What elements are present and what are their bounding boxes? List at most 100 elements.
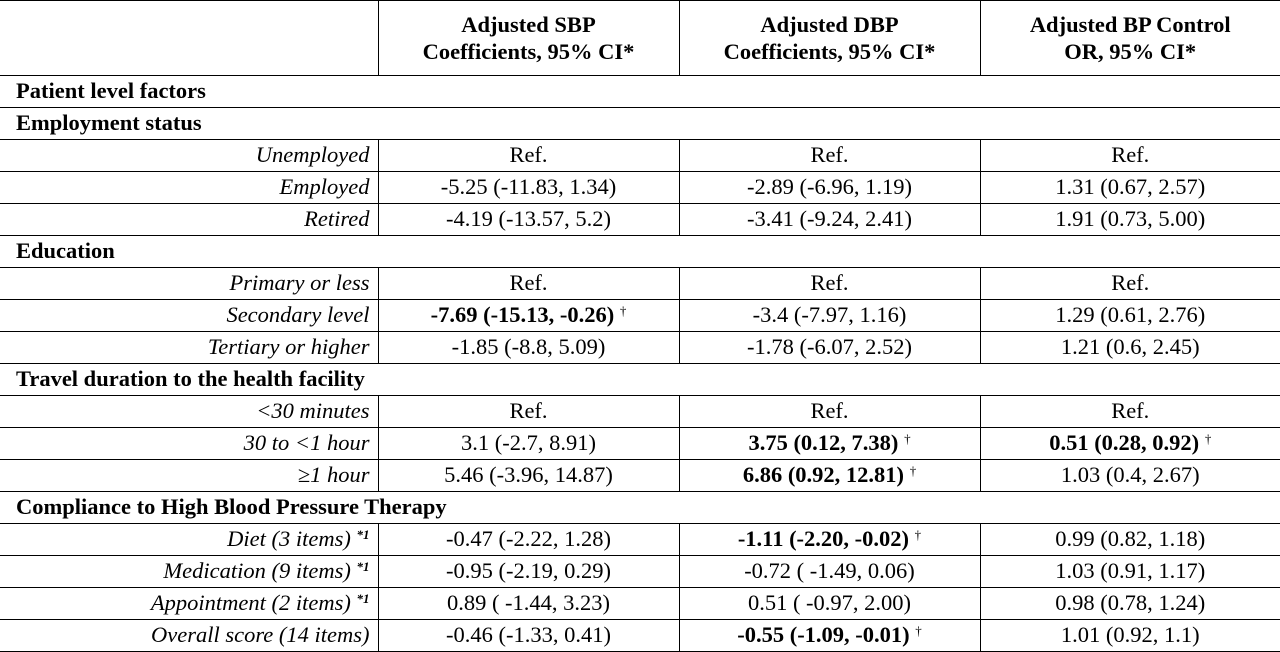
sbp-value: 3.1 (-2.7, 8.91) [461, 430, 596, 456]
footnote-marker: *1 [356, 559, 370, 575]
dbp-value-cell: -3.4 (-7.97, 1.16) [678, 299, 980, 332]
table-row: Unemployed Ref. Ref. Ref. [0, 139, 1280, 172]
sbp-value-cell: -7.69 (-15.13, -0.26) † [377, 299, 679, 332]
dbp-value-cell: 3.75 (0.12, 7.38) † [678, 427, 980, 460]
sbp-value: Ref. [509, 142, 548, 168]
dbp-value-cell: Ref. [678, 395, 980, 428]
dbp-value-cell: Ref. [678, 267, 980, 300]
section-row: Patient level factors [0, 75, 1280, 108]
dbp-value: 3.75 (0.12, 7.38) [748, 430, 899, 456]
row-label: Unemployed [0, 139, 378, 172]
row-label: Appointment (2 items) *1 [0, 587, 378, 620]
row-label-text: Primary or less [229, 270, 370, 296]
row-label: Retired [0, 203, 378, 236]
table-row: Secondary level -7.69 (-15.13, -0.26) † -3… [0, 299, 1280, 332]
header-or-line2: OR, 95% CI* [1064, 39, 1197, 64]
row-label-text: Retired [304, 206, 370, 232]
header-dbp: Adjusted DBP Coefficients, 95% CI* [678, 0, 980, 76]
row-label-text: Diet (3 items) [227, 526, 357, 552]
dbp-value-cell: 0.51 ( -0.97, 2.00) [678, 587, 980, 620]
table-row: Employed -5.25 (-11.83, 1.34) -2.89 (-6.96… [0, 171, 1280, 204]
row-label-text: ≥1 hour [297, 462, 370, 488]
table-row: 30 to <1 hour 3.1 (-2.7, 8.91) 3.75 (0.12,… [0, 427, 1280, 460]
row-label-text: Overall score (14 items) [151, 622, 370, 648]
header-sbp-line2: Coefficients, 95% CI* [422, 39, 635, 64]
dbp-value: -3.41 (-9.24, 2.41) [747, 206, 912, 232]
sbp-value: -1.85 (-8.8, 5.09) [451, 334, 606, 360]
or-value: 0.51 (0.28, 0.92) [1049, 430, 1200, 456]
sbp-value-cell: -1.85 (-8.8, 5.09) [377, 331, 679, 364]
or-value: 1.91 (0.73, 5.00) [1055, 206, 1206, 232]
or-value: 1.03 (0.4, 2.67) [1060, 462, 1200, 488]
significance-dagger: † [909, 463, 917, 479]
or-value-cell: 0.99 (0.82, 1.18) [979, 523, 1280, 556]
significance-dagger: † [904, 431, 911, 447]
or-value-cell: 1.31 (0.67, 2.57) [979, 171, 1280, 204]
or-value-cell: 1.01 (0.92, 1.1) [979, 619, 1280, 652]
row-label: Primary or less [0, 267, 378, 300]
or-value-cell: Ref. [979, 139, 1280, 172]
sbp-value: -4.19 (-13.57, 5.2) [446, 206, 611, 232]
or-value-cell: 1.21 (0.6, 2.45) [979, 331, 1280, 364]
table-row: Medication (9 items) *1 -0.95 (-2.19, 0.2… [0, 555, 1280, 588]
or-value: 0.98 (0.78, 1.24) [1055, 590, 1206, 616]
sbp-value-cell: 0.89 ( -1.44, 3.23) [377, 587, 679, 620]
section-heading: Patient level factors [0, 75, 1280, 108]
dbp-value: -1.78 (-6.07, 2.52) [747, 334, 912, 360]
row-label: <30 minutes [0, 395, 378, 428]
section-row: Employment status [0, 107, 1280, 140]
or-value: 1.03 (0.91, 1.17) [1055, 558, 1206, 584]
sbp-value: Ref. [509, 270, 548, 296]
dbp-value-cell: -2.89 (-6.96, 1.19) [678, 171, 980, 204]
or-value-cell: 1.03 (0.4, 2.67) [979, 459, 1280, 492]
dbp-value: Ref. [810, 398, 849, 424]
header-or: Adjusted BP Control OR, 95% CI* [979, 0, 1280, 76]
or-value: Ref. [1111, 270, 1150, 296]
row-label: Medication (9 items) *1 [0, 555, 378, 588]
footnote-marker: *1 [356, 527, 370, 543]
sbp-value-cell: -0.46 (-1.33, 0.41) [377, 619, 679, 652]
section-row: Compliance to High Blood Pressure Therap… [0, 491, 1280, 524]
sbp-value-cell: -0.95 (-2.19, 0.29) [377, 555, 679, 588]
sbp-value-cell: Ref. [377, 267, 679, 300]
dbp-value: -0.72 ( -1.49, 0.06) [744, 558, 915, 584]
row-label-text: <30 minutes [256, 398, 370, 424]
or-value-cell: Ref. [979, 395, 1280, 428]
row-label-text: Tertiary or higher [207, 334, 370, 360]
table-row: <30 minutes Ref. Ref. Ref. [0, 395, 1280, 428]
row-label: ≥1 hour [0, 459, 378, 492]
row-label-text: Unemployed [255, 142, 370, 168]
sbp-value: 5.46 (-3.96, 14.87) [444, 462, 613, 488]
dbp-value-cell: -0.72 ( -1.49, 0.06) [678, 555, 980, 588]
sbp-value-cell: -4.19 (-13.57, 5.2) [377, 203, 679, 236]
dbp-value: -2.89 (-6.96, 1.19) [747, 174, 912, 200]
or-value-cell: 1.29 (0.61, 2.76) [979, 299, 1280, 332]
dbp-value-cell: Ref. [678, 139, 980, 172]
sbp-value: -5.25 (-11.83, 1.34) [440, 174, 617, 200]
or-value: 0.99 (0.82, 1.18) [1055, 526, 1206, 552]
dbp-value: 6.86 (0.92, 12.81) [742, 462, 905, 488]
table-header: Adjusted SBP Coefficients, 95% CI* Adjus… [0, 0, 1280, 76]
section-row: Education [0, 235, 1280, 268]
row-label: Tertiary or higher [0, 331, 378, 364]
sbp-value: 0.89 ( -1.44, 3.23) [446, 590, 611, 616]
or-value: Ref. [1111, 142, 1150, 168]
row-label-text: Appointment (2 items) [150, 590, 357, 616]
sbp-value-cell: Ref. [377, 395, 679, 428]
header-dbp-line1: Adjusted DBP [760, 12, 899, 37]
section-heading: Compliance to High Blood Pressure Therap… [0, 491, 1280, 524]
section-row: Travel duration to the health facility [0, 363, 1280, 396]
dbp-value: 0.51 ( -0.97, 2.00) [747, 590, 912, 616]
or-value: 1.31 (0.67, 2.57) [1055, 174, 1206, 200]
table-body: Patient level factors Employment status Un… [0, 75, 1280, 652]
dbp-value: -0.55 (-1.09, -0.01) [737, 622, 910, 648]
header-or-line1: Adjusted BP Control [1029, 12, 1231, 37]
dbp-value-cell: -3.41 (-9.24, 2.41) [678, 203, 980, 236]
dbp-value: Ref. [810, 270, 849, 296]
dbp-value: -1.11 (-2.20, -0.02) [737, 526, 910, 552]
or-value-cell: 0.51 (0.28, 0.92) † [979, 427, 1280, 460]
row-label: Diet (3 items) *1 [0, 523, 378, 556]
or-value: 1.01 (0.92, 1.1) [1060, 622, 1200, 648]
footnote-marker: *1 [356, 591, 370, 607]
or-value-cell: 0.98 (0.78, 1.24) [979, 587, 1280, 620]
